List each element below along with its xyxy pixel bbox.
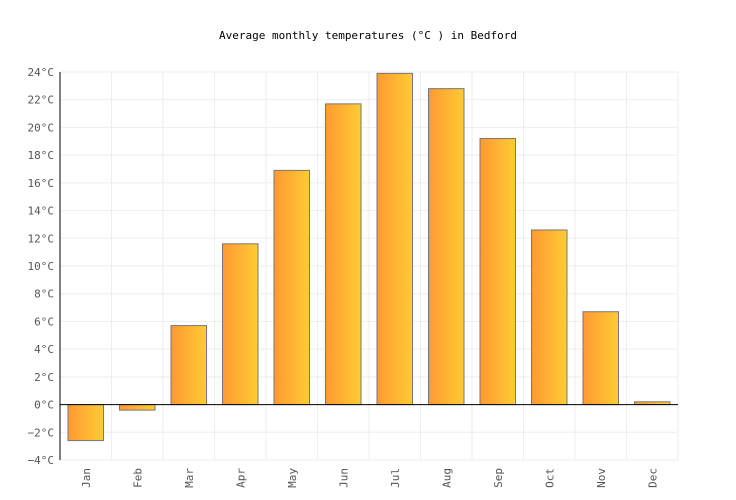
bar-jun: [325, 103, 362, 406]
x-tick-label: Apr: [234, 468, 247, 488]
bar-sep: [479, 138, 516, 406]
x-tick-label: Sep: [492, 468, 505, 488]
y-tick-label: 6°C: [34, 315, 54, 328]
bar-oct: [531, 229, 568, 406]
y-tick-label: 20°C: [28, 121, 55, 134]
bar-apr: [222, 243, 259, 406]
bar-jul: [376, 72, 413, 406]
y-tick-label: 18°C: [28, 149, 55, 162]
y-tick-label: 8°C: [34, 288, 54, 301]
x-tick-label: Mar: [183, 468, 196, 488]
bar-mar: [170, 325, 207, 406]
y-tick-label: 2°C: [34, 371, 54, 384]
bar-nov: [582, 311, 619, 406]
x-tick-label: May: [286, 468, 299, 488]
y-tick-label: −4°C: [28, 454, 55, 467]
x-tick-label: Jul: [389, 468, 402, 488]
chart-title: Average monthly temperatures (°C ) in Be…: [218, 29, 517, 42]
bar-may: [273, 169, 310, 406]
x-tick-label: Aug: [440, 468, 453, 488]
bar-feb: [119, 404, 156, 411]
y-tick-label: 14°C: [28, 205, 55, 218]
x-tick-label: Feb: [131, 468, 144, 488]
y-tick-label: 24°C: [28, 66, 55, 79]
y-tick-label: −2°C: [28, 426, 55, 439]
bar-aug: [428, 88, 465, 406]
y-tick-label: 10°C: [28, 260, 55, 273]
y-tick-label: 12°C: [28, 232, 55, 245]
x-tick-label: Jan: [80, 468, 93, 488]
x-tick-label: Oct: [543, 468, 556, 488]
x-tick-label: Nov: [595, 468, 608, 488]
x-tick-label: Dec: [646, 468, 659, 488]
bar-jan: [67, 404, 104, 442]
x-tick-label: Jun: [337, 468, 350, 488]
y-tick-label: 16°C: [28, 177, 55, 190]
y-tick-label: 22°C: [28, 94, 55, 107]
y-tick-label: 0°C: [34, 399, 54, 412]
y-tick-label: 4°C: [34, 343, 54, 356]
